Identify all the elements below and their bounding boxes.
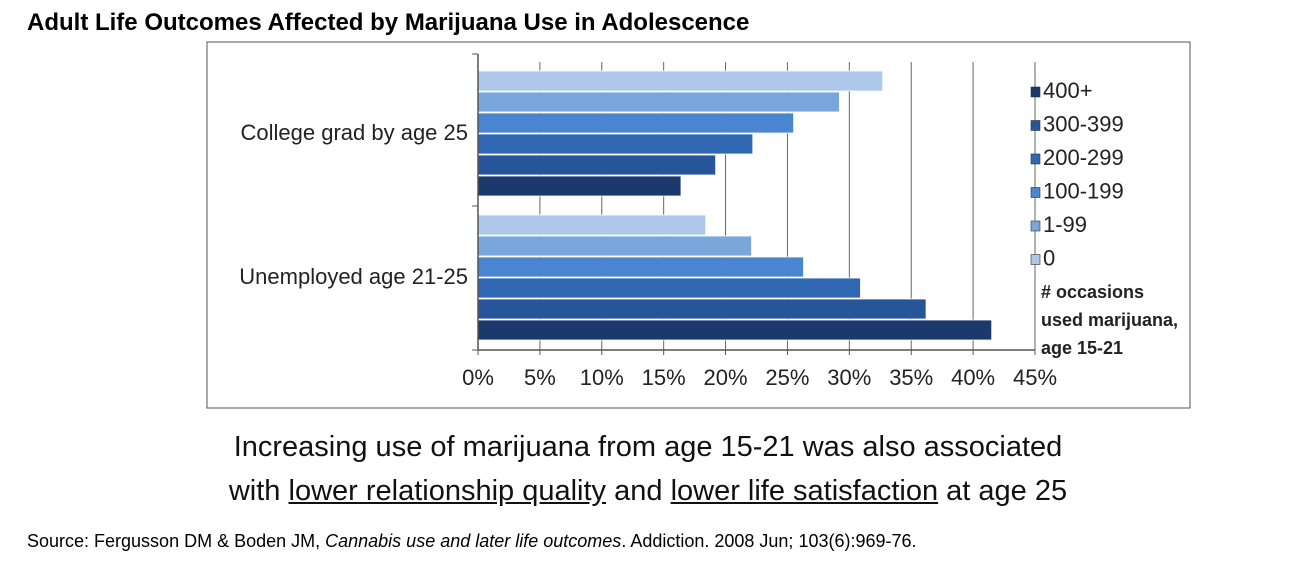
legend-label: 300-399 <box>1043 111 1124 136</box>
legend-swatch <box>1030 86 1041 98</box>
x-tick-label: 40% <box>951 365 995 390</box>
x-tick-label: 30% <box>827 365 871 390</box>
legend-swatch <box>1030 187 1041 198</box>
source: Source: Fergusson DM & Boden JM, Cannabi… <box>27 531 917 552</box>
bar <box>477 214 707 236</box>
annotation: Increasing use of marijuana from age 15-… <box>0 425 1302 513</box>
legend-swatch <box>1030 120 1041 131</box>
x-tick-label: 0% <box>462 365 494 390</box>
legend-swatch <box>1030 220 1041 232</box>
bar <box>477 175 682 197</box>
legend-swatch <box>1030 254 1041 265</box>
x-tick-label: 45% <box>1013 365 1057 390</box>
y-tick-label: Unemployed age 21-25 <box>239 264 468 289</box>
source-title: Cannabis use and later life outcomes <box>325 531 622 551</box>
legend-title: # occasions <box>1041 282 1144 302</box>
bar <box>477 133 754 155</box>
legend-label: 0 <box>1043 245 1055 270</box>
legend-swatch <box>1030 153 1041 165</box>
bar <box>477 235 752 257</box>
bar <box>477 70 884 92</box>
annotation-emphasis: lower relationship quality <box>288 475 607 507</box>
legend-label: 100-199 <box>1043 178 1124 203</box>
y-tick-label: College grad by age 25 <box>241 120 469 145</box>
legend-title: used marijuana, <box>1041 310 1178 330</box>
bar <box>477 298 927 320</box>
x-tick-label: 20% <box>704 365 748 390</box>
legend-label: 1-99 <box>1043 212 1087 237</box>
legend-title: age 15-21 <box>1041 338 1123 358</box>
chart-frame <box>206 41 1191 409</box>
legend-label: 400+ <box>1043 78 1093 103</box>
legend-label: 200-299 <box>1043 145 1124 170</box>
bar <box>477 112 795 134</box>
x-tick-label: 35% <box>889 365 933 390</box>
bar <box>477 256 804 278</box>
annotation-text: with <box>228 475 289 507</box>
annotation-text: at age 25 <box>938 475 1068 507</box>
x-tick-label: 25% <box>765 365 809 390</box>
source-text: Source: Fergusson DM & Boden JM, <box>27 531 326 551</box>
annotation-emphasis: lower life satisfaction <box>670 475 939 507</box>
annotation-text: and <box>606 475 671 507</box>
bar <box>477 319 993 341</box>
x-tick-label: 15% <box>642 365 686 390</box>
bar <box>477 277 861 299</box>
annotation-line: Increasing use of marijuana from age 15-… <box>233 431 1063 463</box>
bar <box>477 154 717 176</box>
chart-title: Adult Life Outcomes Affected by Marijuan… <box>27 9 750 36</box>
source-text: . Addiction. 2008 Jun; 103(6):969-76. <box>621 531 917 551</box>
bar <box>477 91 840 113</box>
x-tick-label: 10% <box>580 365 624 390</box>
x-tick-label: 5% <box>524 365 556 390</box>
